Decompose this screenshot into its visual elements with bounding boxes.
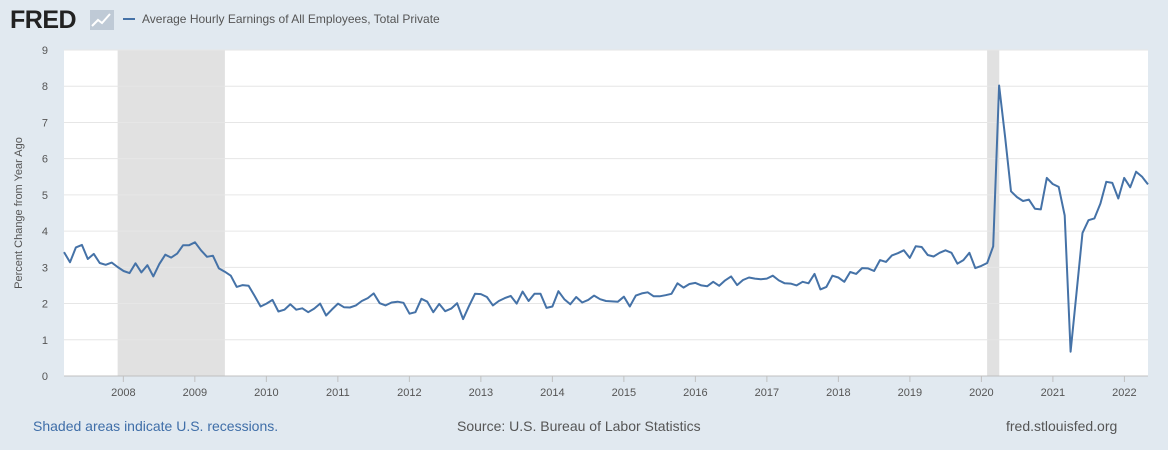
- x-tick-label: 2010: [254, 387, 278, 399]
- y-tick-label: 2: [42, 299, 48, 311]
- x-tick-label: 2018: [826, 387, 850, 399]
- x-tick-label: 2011: [326, 387, 350, 399]
- site-link[interactable]: fred.stlouisfed.org: [1006, 418, 1118, 434]
- recession-band-0: [117, 50, 225, 376]
- series-line-0[interactable]: [63, 84, 1149, 353]
- line-chart: 0 1 2 3 4 5 6 7 8 9 2008 2009 2010 2011 2012 2013 2014 2…: [13, 45, 1149, 399]
- plot-area: [64, 50, 1148, 376]
- y-tick-label: 8: [42, 81, 48, 93]
- y-tick-label: 6: [42, 154, 48, 166]
- x-tick-label: 2017: [755, 387, 779, 399]
- y-axis-label: Percent Change from Year Ago: [13, 137, 25, 289]
- x-tick-label: 2022: [1112, 387, 1136, 399]
- legend-series-title[interactable]: Average Hourly Earnings of All Employees…: [142, 12, 440, 26]
- fred-logo[interactable]: FRED: [10, 6, 77, 34]
- x-tick-label: 2021: [1041, 387, 1065, 399]
- fred-chart-logo-icon: [90, 10, 114, 30]
- x-tick-label: 2014: [540, 387, 564, 399]
- x-tick-label: 2020: [969, 387, 993, 399]
- y-tick-label: 3: [42, 262, 48, 274]
- x-tick-label: 2013: [469, 387, 493, 399]
- x-tick-label: 2012: [397, 387, 421, 399]
- recession-note: Shaded areas indicate U.S. recessions.: [33, 418, 279, 434]
- source-text: Source: U.S. Bureau of Labor Statistics: [457, 418, 701, 434]
- recession-band-1: [987, 50, 1000, 376]
- chart-legend: Average Hourly Earnings of All Employees…: [123, 12, 440, 26]
- x-tick-label: 2009: [183, 387, 207, 399]
- x-tick-label: 2015: [612, 387, 636, 399]
- x-tick-label: 2019: [898, 387, 922, 399]
- y-tick-label: 1: [42, 335, 48, 347]
- x-tick-label: 2016: [683, 387, 707, 399]
- x-tick-label: 2008: [111, 387, 135, 399]
- y-tick-label: 5: [42, 190, 48, 202]
- y-tick-label: 4: [42, 226, 48, 238]
- y-tick-label: 9: [42, 45, 48, 57]
- y-tick-label: 0: [42, 371, 48, 383]
- y-tick-label: 7: [42, 117, 48, 129]
- legend-swatch: [123, 18, 135, 20]
